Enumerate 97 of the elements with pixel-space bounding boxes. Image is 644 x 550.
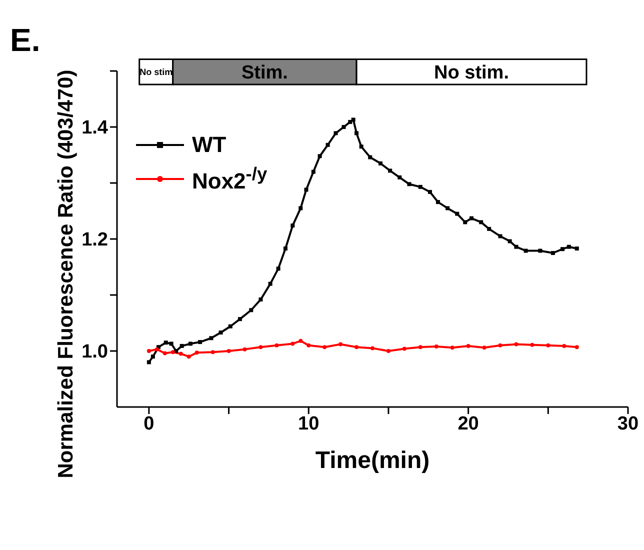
point: [249, 308, 254, 312]
point: [482, 346, 486, 350]
y-axis-title: Normalized Fluorescence Ratio (403/470): [54, 70, 78, 478]
point: [498, 234, 502, 238]
x-tick-label: 10: [298, 413, 320, 434]
point: [276, 266, 280, 271]
point: [306, 343, 311, 348]
point: [238, 317, 242, 322]
x-tick-label: 0: [144, 413, 154, 434]
point: [436, 200, 440, 204]
point: [162, 351, 167, 356]
point: [508, 239, 512, 244]
point: [298, 338, 303, 343]
text: E.: [10, 22, 40, 59]
y-tick-label: 1.2: [82, 230, 108, 251]
point: [218, 330, 223, 335]
point: [378, 161, 382, 166]
point: [487, 226, 492, 231]
point: [178, 352, 183, 356]
point: [342, 125, 346, 129]
point: [370, 346, 374, 350]
x-tick-label: 30: [617, 413, 639, 434]
point: [359, 144, 364, 149]
point: [326, 142, 330, 147]
point: [290, 224, 295, 228]
point: [498, 343, 502, 348]
point: [546, 343, 550, 348]
point: [450, 346, 454, 350]
point: [268, 282, 272, 286]
point: [170, 350, 175, 354]
point: [150, 354, 155, 359]
point: [146, 349, 151, 353]
point: [398, 175, 402, 180]
point: [466, 344, 470, 348]
point: [455, 212, 460, 216]
point: [574, 345, 579, 350]
point: [274, 343, 279, 348]
legend-label: Nox2$^{-/y}$: [192, 163, 268, 195]
point: [290, 342, 295, 346]
point: [402, 346, 406, 351]
point: [479, 220, 484, 224]
point: [164, 340, 168, 345]
point: [514, 342, 518, 346]
point: [562, 344, 566, 348]
point: [407, 182, 412, 186]
point: [242, 347, 247, 352]
band-label: No stim.: [434, 62, 509, 84]
point: [334, 131, 338, 136]
point: [318, 154, 322, 158]
point: [146, 360, 151, 364]
point: [210, 350, 215, 354]
point: [566, 244, 571, 249]
point: [348, 120, 352, 124]
point: [418, 345, 422, 350]
point: [354, 345, 359, 350]
x-axis-title: Time(min): [315, 447, 430, 474]
legend-label: WT: [192, 132, 226, 158]
point: [574, 246, 579, 251]
point: [463, 220, 468, 224]
point: [258, 297, 263, 302]
point: [538, 248, 542, 253]
point: [446, 206, 450, 210]
point: [530, 342, 534, 347]
point: [368, 155, 372, 160]
point: [226, 349, 231, 353]
y-tick-label: 1.0: [82, 342, 108, 363]
point: [188, 342, 192, 346]
point: [198, 340, 202, 344]
point: [388, 168, 392, 173]
point: [283, 246, 288, 251]
point: [428, 190, 432, 194]
point: [180, 344, 184, 348]
point: [470, 216, 474, 220]
y-tick-label: 1.4: [82, 118, 108, 139]
point: [434, 344, 438, 349]
point: [338, 342, 343, 346]
point: [386, 349, 390, 353]
point: [560, 247, 565, 252]
point: [322, 345, 327, 350]
point: [524, 248, 528, 253]
point: [550, 251, 555, 255]
point: [351, 118, 356, 122]
point: [169, 342, 174, 346]
point: [311, 170, 316, 174]
band-label: Stim.: [241, 62, 288, 84]
point: [304, 188, 308, 192]
x-tick-label: 20: [458, 413, 479, 434]
point: [209, 336, 214, 340]
point: [228, 324, 232, 328]
point: [186, 354, 191, 359]
point: [258, 345, 263, 350]
point: [514, 244, 518, 249]
point: [298, 206, 303, 210]
point: [194, 350, 199, 355]
point: [418, 184, 422, 189]
point: [354, 131, 359, 136]
band-label: No stim: [140, 67, 173, 78]
